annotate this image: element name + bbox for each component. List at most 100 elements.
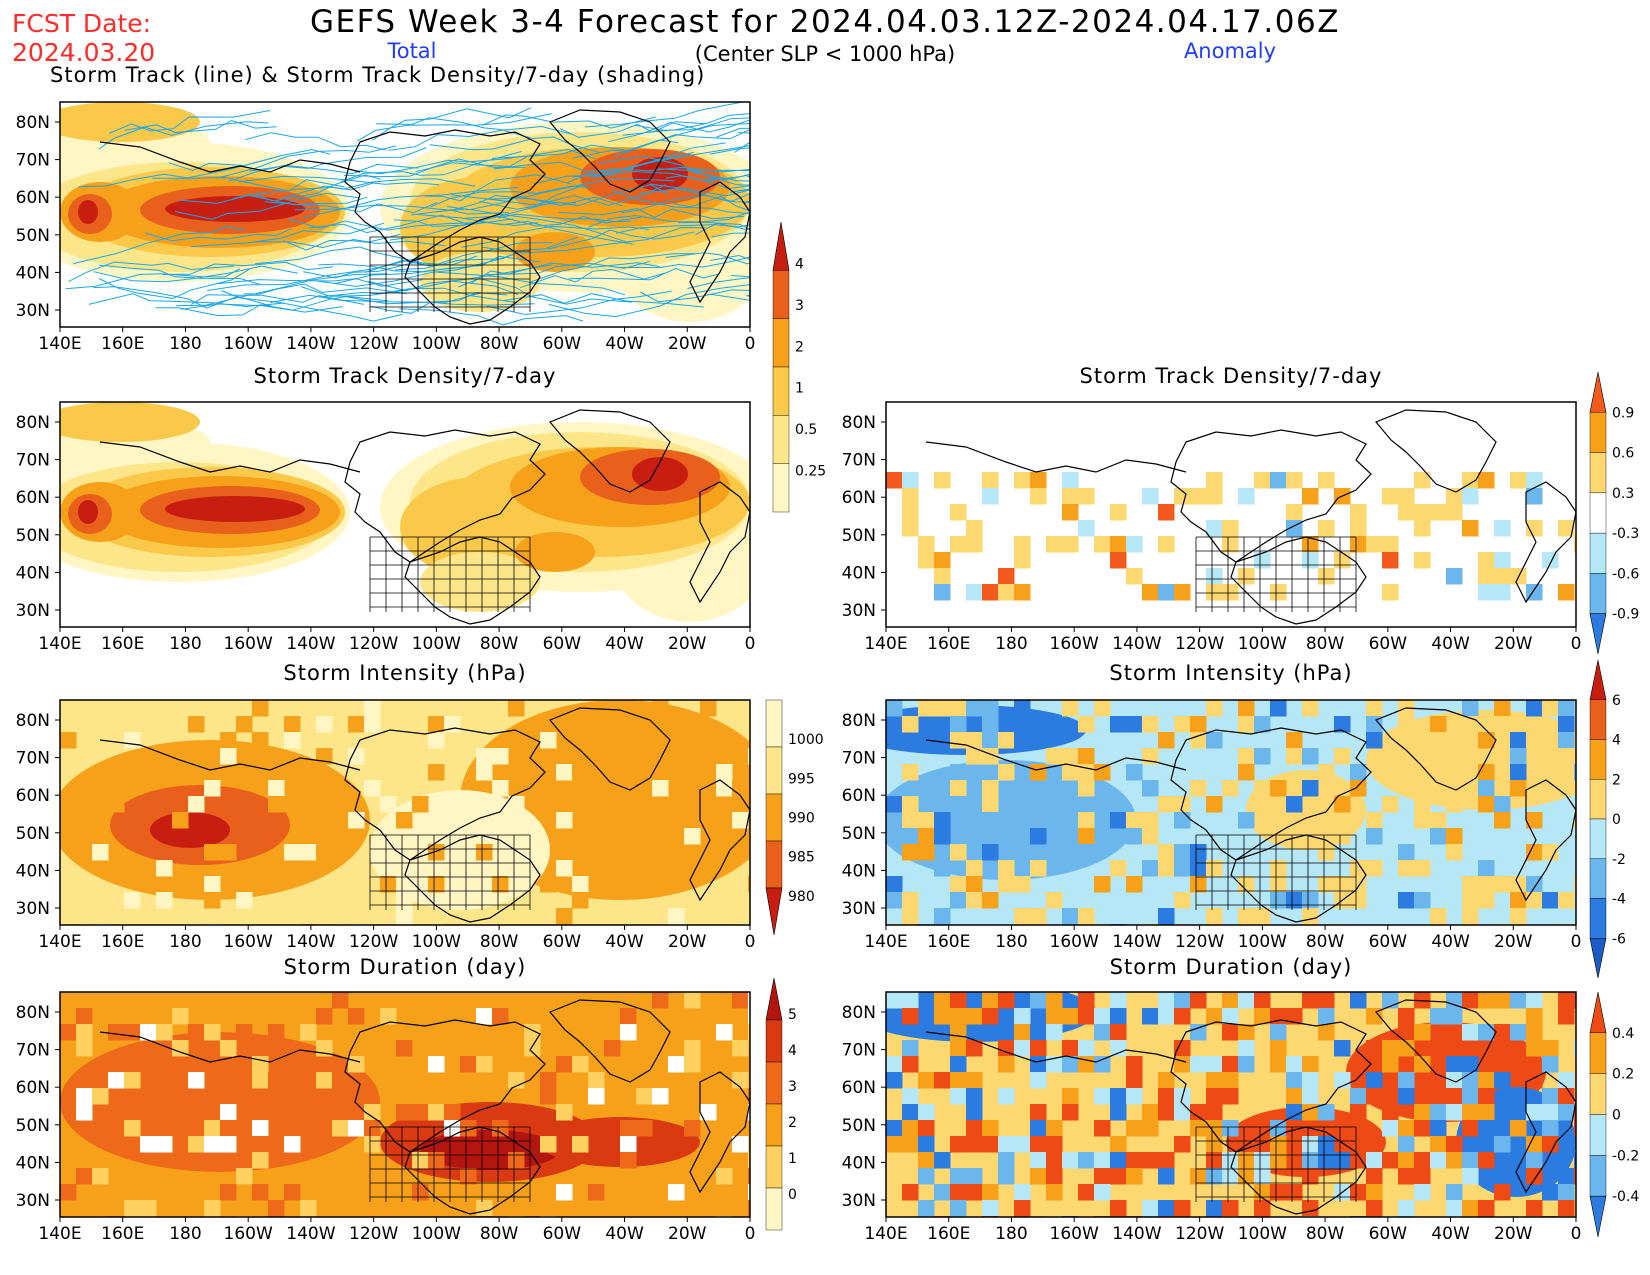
- lat-tick-label: 30N: [842, 1191, 876, 1211]
- lon-tick-label: 140E: [38, 932, 81, 952]
- colorbar-label: 0.6: [1612, 446, 1634, 462]
- panel-frame-density_anom: [885, 401, 1577, 628]
- colorbar-label: 2: [1612, 772, 1621, 788]
- lon-tick-label: 120W: [349, 1224, 398, 1244]
- colorbar-label: 1: [788, 1151, 797, 1167]
- lat-tick-label: 50N: [16, 824, 50, 844]
- colorbar-label: 1000: [788, 732, 824, 748]
- lon-tick-label: 0: [745, 1224, 756, 1244]
- panel-title-density_total: Storm Track Density/7-day: [254, 364, 557, 388]
- colorbar-label: 6: [1612, 693, 1621, 709]
- colorbar-label: 0: [1612, 812, 1621, 828]
- lat-tick-label: 80N: [842, 413, 876, 433]
- lon-tick-label: 40W: [605, 334, 644, 354]
- lon-tick-label: 100W: [1238, 1224, 1287, 1244]
- colorbar-label: 1: [795, 381, 804, 397]
- lon-tick-label: 180: [169, 334, 201, 354]
- map-field-track: [60, 102, 750, 327]
- lon-tick-label: 20W: [668, 932, 707, 952]
- coastlines-track: [99, 109, 750, 325]
- lat-tick-label: 40N: [16, 263, 50, 283]
- colorbar-label: -0.2: [1612, 1148, 1639, 1164]
- lon-tick-label: 80W: [480, 334, 519, 354]
- colorbar-label: -2: [1612, 852, 1626, 868]
- lon-tick-label: 0: [1571, 1224, 1582, 1244]
- lon-tick-label: 160W: [224, 634, 273, 654]
- lon-tick-label: 160E: [927, 634, 970, 654]
- lon-tick-label: 160E: [101, 634, 144, 654]
- panel-duration_total: Storm Duration (day) 140E 160E 180 160W 140W 1…: [16, 955, 756, 1244]
- map-field-density_anom: [886, 402, 1576, 627]
- lon-tick-label: 160E: [101, 932, 144, 952]
- lon-tick-label: 160E: [101, 334, 144, 354]
- lon-tick-label: 100W: [412, 932, 461, 952]
- lat-tick-label: 80N: [16, 711, 50, 731]
- colorbar-label: 0: [788, 1187, 797, 1203]
- lon-tick-label: 100W: [412, 334, 461, 354]
- panel-track: Storm Track (line) & Storm Track Density…: [16, 63, 756, 354]
- lon-tick-label: 160E: [927, 932, 970, 952]
- panel-duration_anom: Storm Duration (day) 140E 160E 180 160W 140W 1…: [842, 955, 1582, 1244]
- column-label-total: Total: [386, 39, 436, 63]
- lon-tick-label: 140E: [38, 1224, 81, 1244]
- lon-tick-label: 60W: [1369, 634, 1408, 654]
- lat-tick-label: 60N: [842, 786, 876, 806]
- colorbar-label: 0: [1612, 1108, 1621, 1124]
- colorbar-label: -4: [1612, 892, 1626, 908]
- lon-tick-label: 180: [995, 932, 1027, 952]
- colorbar-label: 0.4: [1612, 1026, 1634, 1042]
- lat-tick-label: 70N: [842, 1041, 876, 1061]
- panel-intensity_total: Storm Intensity (hPa) 140E 160E 180 160W 140W…: [16, 661, 756, 952]
- lon-tick-label: 60W: [543, 932, 582, 952]
- colorbar-intensity_total: 1000 995 990 985 980: [765, 699, 824, 936]
- panel-title-intensity_total: Storm Intensity (hPa): [283, 661, 526, 685]
- storm-track-lines: [65, 102, 750, 326]
- colorbar-label: 0.5: [795, 422, 817, 438]
- lat-tick-label: 80N: [842, 1003, 876, 1023]
- colorbar-label: 990: [788, 811, 815, 827]
- colorbar-label: 995: [788, 771, 815, 787]
- lat-tick-label: 30N: [16, 1191, 50, 1211]
- colorbar-intensity_anom: 6 4 2 0 -2 -4 -6: [1589, 659, 1626, 979]
- panel-frame-duration_anom: [885, 991, 1577, 1218]
- panel-title-duration_total: Storm Duration (day): [284, 955, 527, 979]
- lon-tick-label: 160E: [927, 1224, 970, 1244]
- panel-frame-intensity_anom: [885, 699, 1577, 926]
- map-field-duration_anom: [886, 992, 1576, 1217]
- map-field-duration_total: [60, 992, 750, 1217]
- lat-tick-label: 40N: [16, 1153, 50, 1173]
- lat-tick-label: 80N: [842, 711, 876, 731]
- lon-tick-label: 80W: [480, 634, 519, 654]
- lon-tick-label: 120W: [349, 334, 398, 354]
- lon-tick-label: 100W: [1238, 932, 1287, 952]
- lat-tick-label: 30N: [842, 899, 876, 919]
- lat-tick-label: 70N: [16, 749, 50, 769]
- colorbar-label: 2: [795, 339, 804, 355]
- lat-tick-label: 40N: [16, 563, 50, 583]
- lon-tick-label: 120W: [349, 634, 398, 654]
- lat-tick-label: 40N: [842, 563, 876, 583]
- lon-tick-label: 40W: [605, 932, 644, 952]
- colorbar-label: 3: [795, 298, 804, 314]
- lon-tick-label: 80W: [480, 1224, 519, 1244]
- lat-tick-label: 30N: [16, 601, 50, 621]
- lon-tick-label: 140W: [1112, 932, 1161, 952]
- lon-tick-label: 160W: [224, 1224, 273, 1244]
- lat-tick-label: 80N: [16, 413, 50, 433]
- map-field-intensity_anom: [886, 700, 1576, 925]
- lon-tick-label: 60W: [1369, 1224, 1408, 1244]
- panel-density_anom: Storm Track Density/7-day 140E 160E 180 160W…: [842, 364, 1582, 654]
- lon-tick-label: 80W: [480, 932, 519, 952]
- lon-tick-label: 100W: [1238, 634, 1287, 654]
- colorbar-label: -0.6: [1612, 566, 1639, 582]
- colorbar-label: 4: [788, 1043, 797, 1059]
- lon-tick-label: 80W: [1306, 634, 1345, 654]
- lon-tick-label: 20W: [1494, 634, 1533, 654]
- lon-tick-label: 160W: [1050, 634, 1099, 654]
- lon-tick-label: 180: [995, 1224, 1027, 1244]
- colorbar-label: -0.9: [1612, 607, 1639, 623]
- lat-tick-label: 80N: [16, 113, 50, 133]
- lon-tick-label: 140E: [864, 932, 907, 952]
- lon-tick-label: 100W: [412, 1224, 461, 1244]
